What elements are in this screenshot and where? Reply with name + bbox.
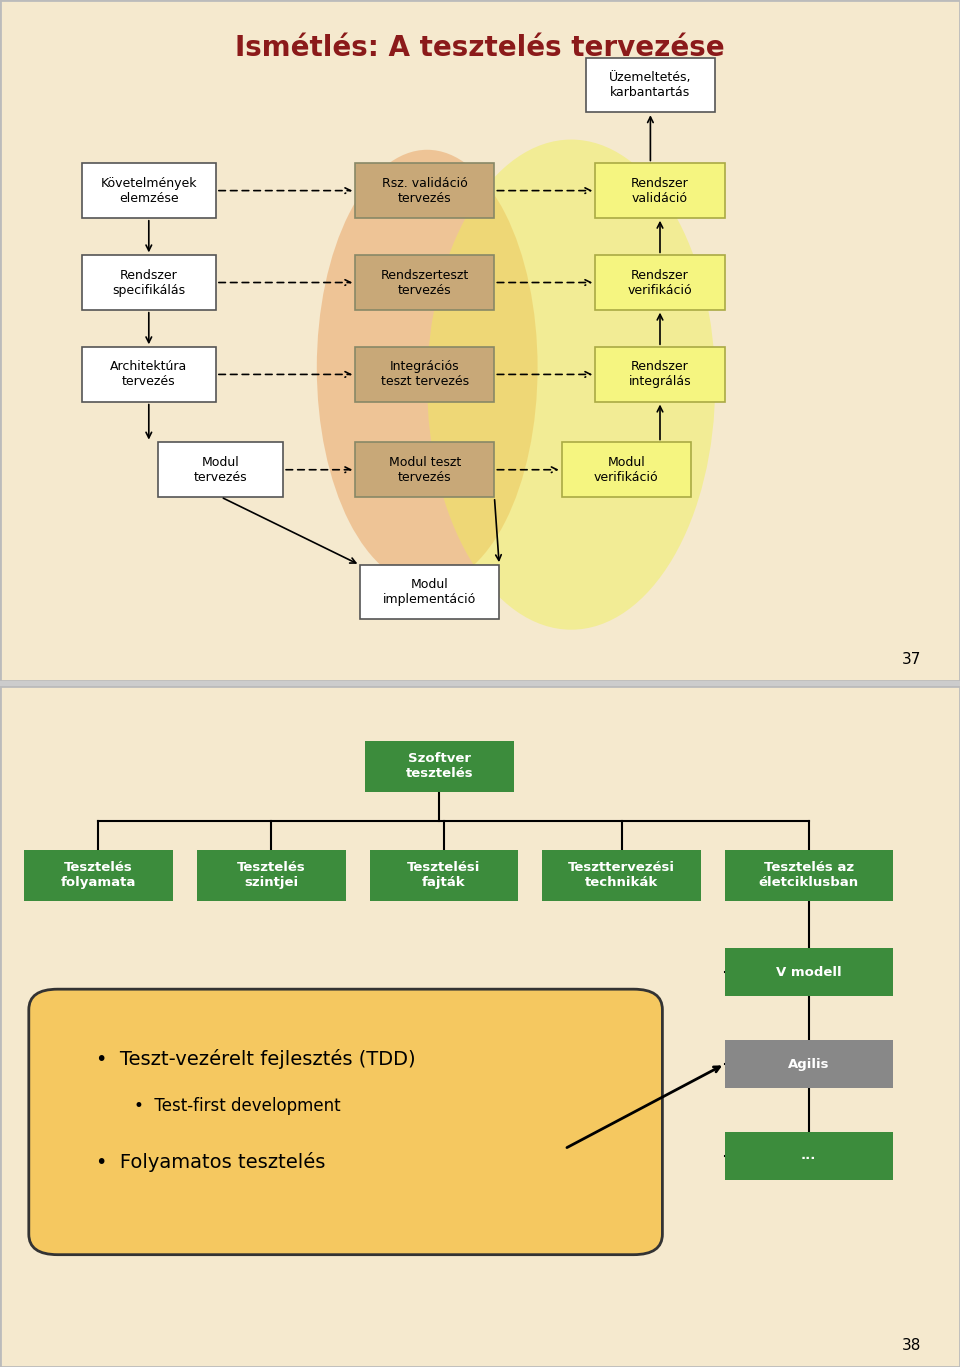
- FancyBboxPatch shape: [355, 347, 494, 402]
- Text: Rendszerteszt
tervezés: Rendszerteszt tervezés: [381, 268, 468, 297]
- FancyBboxPatch shape: [562, 443, 691, 498]
- Text: 37: 37: [902, 652, 922, 667]
- Text: Modul teszt
tervezés: Modul teszt tervezés: [389, 455, 461, 484]
- Text: Ismétlés: A tesztelés tervezése: Ismétlés: A tesztelés tervezése: [235, 34, 725, 62]
- Text: •  Teszt-vezérelt fejlesztés (TDD): • Teszt-vezérelt fejlesztés (TDD): [96, 1048, 416, 1069]
- Text: 38: 38: [902, 1338, 922, 1353]
- FancyBboxPatch shape: [24, 850, 173, 901]
- FancyBboxPatch shape: [542, 850, 701, 901]
- FancyBboxPatch shape: [360, 565, 499, 619]
- FancyBboxPatch shape: [595, 347, 725, 402]
- Text: Modul
implementáció: Modul implementáció: [383, 578, 476, 607]
- Text: Követelmények
elemzése: Követelmények elemzése: [101, 176, 197, 205]
- Text: •  Test-first development: • Test-first development: [134, 1098, 341, 1115]
- Text: V modell: V modell: [776, 965, 842, 979]
- Text: Szoftver
tesztelés: Szoftver tesztelés: [405, 752, 473, 781]
- FancyBboxPatch shape: [82, 347, 216, 402]
- FancyBboxPatch shape: [725, 850, 893, 901]
- FancyBboxPatch shape: [82, 256, 216, 310]
- FancyBboxPatch shape: [29, 990, 662, 1255]
- FancyBboxPatch shape: [595, 256, 725, 310]
- Text: Integrációs
teszt tervezés: Integrációs teszt tervezés: [381, 361, 468, 388]
- Text: Tesztelés
folyamata: Tesztelés folyamata: [60, 861, 136, 889]
- Text: Rendszer
validáció: Rendszer validáció: [631, 176, 689, 205]
- Text: Üzemeltetés,
karbantartás: Üzemeltetés, karbantartás: [610, 71, 691, 98]
- Text: Teszttervezési
technikák: Teszttervezési technikák: [568, 861, 675, 889]
- Text: Modul
verifikáció: Modul verifikáció: [594, 455, 659, 484]
- FancyBboxPatch shape: [0, 686, 960, 1367]
- FancyBboxPatch shape: [158, 443, 283, 498]
- FancyBboxPatch shape: [0, 0, 960, 681]
- FancyBboxPatch shape: [365, 741, 514, 791]
- Text: Agilis: Agilis: [788, 1058, 829, 1070]
- FancyBboxPatch shape: [355, 256, 494, 310]
- Text: Rendszer
verifikáció: Rendszer verifikáció: [628, 268, 692, 297]
- FancyBboxPatch shape: [197, 850, 346, 901]
- FancyBboxPatch shape: [725, 949, 893, 997]
- Text: Tesztelési
fajták: Tesztelési fajták: [407, 861, 481, 889]
- FancyBboxPatch shape: [82, 164, 216, 217]
- Text: Rsz. validáció
tervezés: Rsz. validáció tervezés: [382, 176, 468, 205]
- Text: •  Folyamatos tesztelés: • Folyamatos tesztelés: [96, 1152, 325, 1173]
- FancyBboxPatch shape: [725, 1132, 893, 1180]
- Text: Modul
tervezés: Modul tervezés: [194, 455, 248, 484]
- Text: Rendszer
integrálás: Rendszer integrálás: [629, 361, 691, 388]
- FancyBboxPatch shape: [595, 164, 725, 217]
- FancyBboxPatch shape: [370, 850, 518, 901]
- Text: Rendszer
specifikálás: Rendszer specifikálás: [112, 268, 185, 297]
- FancyBboxPatch shape: [355, 443, 494, 498]
- FancyBboxPatch shape: [355, 164, 494, 217]
- FancyBboxPatch shape: [586, 57, 715, 112]
- Text: Architektúra
tervezés: Architektúra tervezés: [110, 361, 187, 388]
- FancyBboxPatch shape: [725, 1040, 893, 1088]
- Ellipse shape: [317, 150, 538, 585]
- Text: Tesztelés
szintjei: Tesztelés szintjei: [237, 861, 305, 889]
- Text: ...: ...: [801, 1150, 817, 1162]
- Text: Tesztelés az
életciklusban: Tesztelés az életciklusban: [758, 861, 859, 889]
- Ellipse shape: [427, 139, 715, 630]
